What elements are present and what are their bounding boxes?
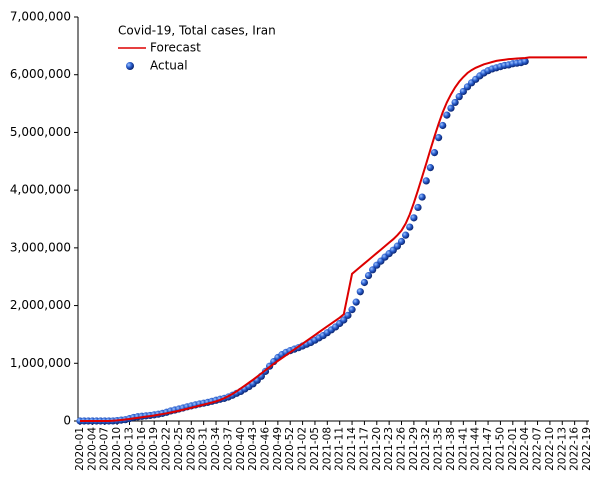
x-tick-label: 2021-23: [383, 427, 395, 471]
x-tick-label: 2021-29: [408, 427, 420, 471]
x-tick-label: 2020-34: [210, 427, 222, 471]
y-tick-label: 3,000,000: [10, 240, 71, 254]
x-tick-label: 2022-04: [519, 427, 531, 471]
x-tick-label: 2021-32: [420, 427, 432, 471]
x-tick-label: 2020-22: [161, 427, 173, 471]
actual-point: [430, 149, 439, 157]
x-tick-label: 2020-43: [247, 427, 259, 471]
y-tick-label: 7,000,000: [10, 10, 71, 24]
actual-point: [402, 231, 410, 239]
x-tick-label: 2020-19: [148, 427, 160, 471]
actual-point: [397, 237, 406, 246]
y-tick-label: 4,000,000: [10, 183, 71, 197]
legend-label: Forecast: [150, 41, 201, 55]
x-tick-label: 2022-16: [569, 427, 581, 471]
x-tick-label: 2022-01: [507, 427, 519, 471]
actual-point: [348, 306, 356, 314]
x-tick-label: 2020-52: [284, 427, 296, 471]
actual-point: [369, 266, 377, 274]
x-tick-label: 2022-19: [581, 427, 593, 471]
x-tick-label: 2021-26: [396, 427, 408, 471]
actual-point: [393, 242, 401, 250]
x-tick-label: 2020-16: [136, 427, 148, 471]
legend-swatch: [126, 62, 134, 70]
actual-point: [418, 193, 426, 201]
actual-point: [459, 87, 467, 96]
actual-point: [356, 288, 364, 296]
actual-point: [364, 271, 373, 280]
plot-area: 0 1,000,000 2,000,000 3,000,000 4,000,000 5,0…: [10, 10, 593, 471]
x-tick-label: 2020-31: [198, 427, 210, 471]
legend-label: Actual: [150, 59, 188, 73]
x-tick-label: 2020-37: [222, 427, 234, 471]
y-tick-label: 2,000,000: [10, 298, 71, 312]
x-tick-label: 2021-20: [371, 427, 383, 471]
x-tick-label: 2020-10: [111, 427, 123, 471]
actual-point: [340, 316, 348, 324]
actual-point: [455, 93, 463, 101]
y-tick-label: 5,000,000: [10, 125, 71, 139]
x-tick-label: 2021-05: [309, 427, 321, 471]
x-tick-label: 2020-07: [99, 427, 111, 471]
x-tick-label: 2020-49: [272, 427, 284, 471]
y-tick-label: 6,000,000: [10, 67, 71, 81]
x-tick-label: 2021-02: [297, 427, 309, 471]
legend: Covid-19, Total cases, Iran Forecast Actu…: [118, 24, 276, 73]
x-tick-label: 2021-08: [321, 427, 333, 471]
actual-point: [443, 111, 451, 119]
actual-point: [414, 203, 422, 212]
x-tick-label: 2020-04: [86, 427, 98, 471]
actual-point: [439, 121, 447, 130]
x-tick-label: 2022-07: [532, 427, 544, 471]
x-tick-label: 2021-17: [358, 427, 370, 471]
x-tick-label: 2020-40: [235, 427, 247, 471]
x-tick-label: 2021-41: [457, 427, 469, 471]
y-tick-label: 0: [63, 414, 71, 428]
actual-point: [447, 104, 455, 112]
actual-point: [406, 223, 414, 231]
x-tick-label: 2021-50: [494, 427, 506, 471]
x-tick-label: 2021-47: [482, 427, 494, 471]
x-tick-label: 2021-38: [445, 427, 457, 471]
x-tick-label: 2021-14: [346, 427, 358, 471]
y-tick-label: 1,000,000: [10, 356, 71, 370]
forecast-line: [80, 56, 587, 422]
x-tick-label: 2021-44: [470, 427, 482, 471]
actual-point: [521, 57, 529, 66]
x-tick-label: 2020-46: [259, 427, 271, 471]
x-tick-label: 2020-25: [173, 427, 185, 471]
x-tick-label: 2020-28: [185, 427, 197, 471]
actual-point: [344, 311, 352, 319]
actual-point: [451, 98, 459, 107]
actual-point: [360, 278, 369, 287]
x-tick-label: 2022-13: [556, 427, 568, 471]
actual-point: [426, 164, 434, 172]
actual-point: [352, 298, 360, 306]
chart-title: Covid-19, Total cases, Iran: [118, 24, 276, 38]
x-tick-label: 2020-13: [123, 427, 135, 471]
x-tick-label: 2022-10: [544, 427, 556, 471]
actual-point: [410, 214, 418, 222]
x-tick-label: 2021-35: [433, 427, 445, 471]
actual-point: [435, 134, 443, 142]
x-tick-label: 2020-01: [74, 427, 86, 471]
x-tick-label: 2021-11: [334, 427, 346, 471]
actual-point: [422, 177, 430, 185]
